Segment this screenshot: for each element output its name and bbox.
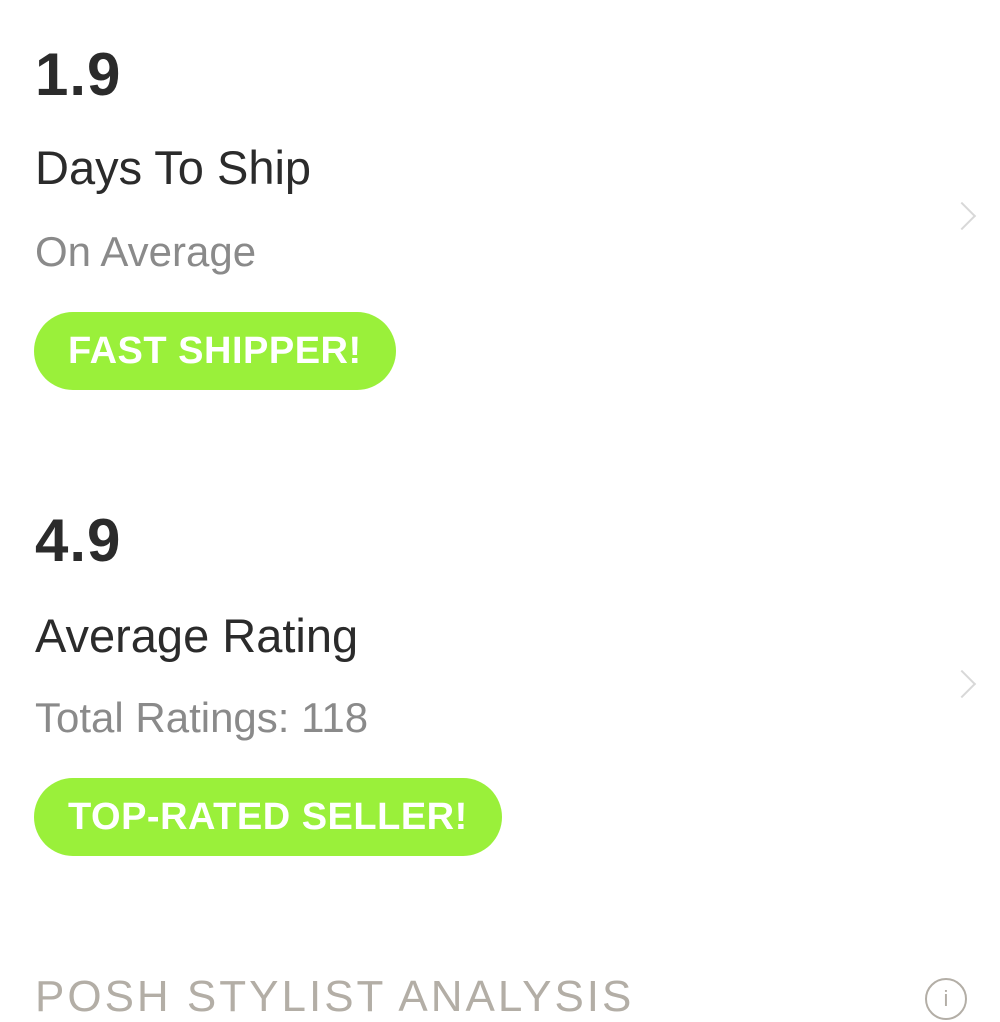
section-title: POSH STYLIST ANALYSIS (35, 972, 635, 1021)
average-rating-label: Average Rating (35, 609, 359, 662)
days-to-ship-label: Days To Ship (35, 141, 312, 194)
fast-shipper-badge: FAST SHIPPER! (34, 312, 396, 390)
days-to-ship-row[interactable]: 1.9 Days To Ship On Average FAST SHIPPER… (0, 0, 1000, 420)
average-rating-row[interactable]: 4.9 Average Rating Total Ratings: 118 TO… (0, 480, 1000, 880)
average-rating-value: 4.9 (35, 507, 122, 574)
info-icon[interactable]: i (925, 978, 967, 1020)
chevron-right-icon (947, 669, 977, 699)
chevron-right-icon (947, 201, 977, 231)
days-to-ship-value: 1.9 (35, 41, 122, 108)
days-to-ship-sub: On Average (35, 228, 257, 275)
total-ratings: Total Ratings: 118 (35, 694, 369, 741)
top-rated-seller-badge: TOP-RATED SELLER! (34, 778, 502, 856)
